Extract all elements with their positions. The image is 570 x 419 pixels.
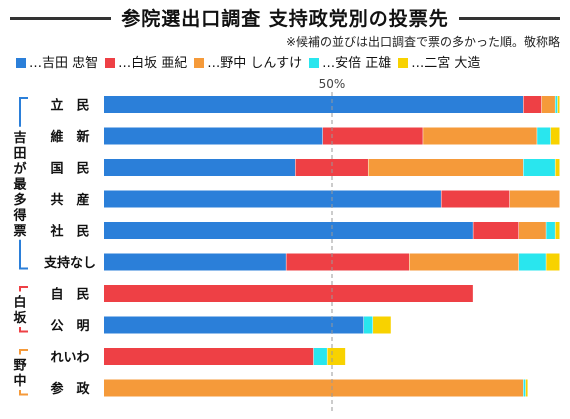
category-label: 維 新: [50, 129, 89, 145]
bar-segment: [546, 222, 556, 239]
bar-segment: [104, 253, 287, 271]
bar-segment: [541, 96, 556, 113]
legend-swatch: [16, 58, 26, 68]
bar-separator: [472, 285, 474, 302]
bar-separator: [345, 348, 347, 365]
chart-note: ※候補の並びは出口調査で票の多かった順。敬称略: [285, 35, 560, 49]
bar-segment: [537, 127, 551, 145]
legend-label: …安倍 正雄: [322, 56, 392, 71]
legend-label: …野中 しんすけ: [207, 56, 303, 71]
bar-segment: [104, 222, 474, 239]
bar-segment: [523, 379, 526, 397]
bar-segment: [555, 96, 558, 113]
group-label-bg: [11, 354, 29, 390]
bar-segment: [286, 253, 410, 271]
legend-item: …安倍 正雄: [309, 52, 391, 71]
legend-label: …吉田 忠智: [29, 56, 99, 71]
chart-title: 参院選出口調査 支持政党別の投票先: [0, 4, 570, 31]
legend-swatch: [194, 58, 205, 68]
legend-swatch: [309, 58, 320, 68]
bar-segment: [104, 127, 323, 145]
bar-segment: [473, 222, 519, 239]
bar-segment: [104, 190, 442, 208]
bar-separator: [559, 222, 561, 239]
bar-segment: [423, 127, 538, 145]
bar-separator: [559, 253, 561, 271]
bar-separator: [527, 379, 529, 397]
bar-segment: [104, 285, 474, 302]
category-label: 支持なし: [43, 255, 96, 271]
legend-item: …白坂 亜紀: [105, 52, 187, 71]
bar-segment: [523, 159, 556, 176]
bar-separator: [559, 96, 561, 113]
bar-separator: [559, 159, 561, 176]
bar-segment: [363, 316, 374, 334]
bar-segment: [509, 190, 560, 208]
bar-segment: [104, 316, 364, 334]
bar-segment: [322, 127, 424, 145]
legend-item: …吉田 忠智: [16, 52, 98, 71]
category-label: れいわ: [50, 351, 89, 366]
group-label-bg: [11, 126, 29, 240]
bar-segment: [557, 96, 560, 113]
bar-segment: [104, 379, 524, 397]
category-label: 参 政: [50, 381, 90, 397]
bar-segment: [555, 222, 560, 239]
bar-segment: [104, 96, 524, 113]
legend-item: …野中 しんすけ: [194, 52, 302, 71]
bar-segment: [368, 159, 524, 176]
legend: …吉田 忠智 …白坂 亜紀 …野中 しんすけ …安倍 正雄 …二宮 大造: [16, 52, 487, 71]
bar-separator: [559, 127, 561, 145]
bar-segment: [327, 348, 346, 365]
bar-segment: [546, 253, 560, 271]
bar-segment: [550, 127, 560, 145]
group-label-bg: [11, 291, 29, 327]
category-label: 立 民: [50, 98, 89, 114]
chart-title-text: 参院選出口調査 支持政党別の投票先: [111, 8, 459, 30]
bar-separator: [559, 190, 561, 208]
bar-segment: [518, 222, 547, 239]
legend-swatch: [398, 58, 409, 68]
bar-segment: [523, 96, 542, 113]
category-label: 自 民: [50, 287, 89, 303]
bar-separator: [390, 316, 392, 334]
category-label: 社 民: [49, 224, 89, 240]
bar-segment: [409, 253, 519, 271]
group-label: 吉田が最多得票: [12, 131, 27, 239]
bar-segment: [104, 159, 296, 176]
category-label: 公 明: [50, 319, 89, 334]
category-label: 国 民: [50, 162, 89, 177]
bar-segment: [295, 159, 369, 176]
legend-label: …二宮 大造: [411, 56, 481, 71]
reference-label: 50%: [319, 77, 346, 91]
legend-label: …白坂 亜紀: [118, 56, 188, 71]
bar-segment: [373, 316, 392, 334]
group-label: 白坂: [13, 295, 27, 327]
legend-item: …二宮 大造: [398, 52, 480, 71]
bar-segment: [104, 348, 314, 365]
bar-segment: [555, 159, 560, 176]
bar-segment: [518, 253, 547, 271]
category-label: 共 産: [50, 192, 89, 208]
title-area: 参院選出口調査 支持政党別の投票先: [0, 2, 570, 32]
bar-segment: [525, 379, 529, 397]
legend-swatch: [105, 58, 116, 68]
group-label: 野中: [13, 359, 26, 390]
bar-segment: [313, 348, 328, 365]
bar-segment: [441, 190, 510, 208]
